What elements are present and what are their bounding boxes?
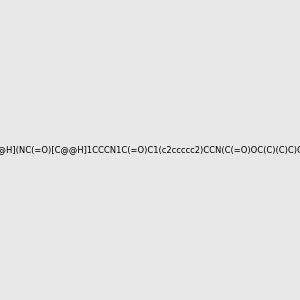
Text: CC(C)C[C@@H](NC(=O)[C@@H]1CCCN1C(=O)C1(c2ccccc2)CCN(C(=O)OC(C)(C)C)CC1)C(=O)O: CC(C)C[C@@H](NC(=O)[C@@H]1CCCN1C(=O)C1(c… [0,146,300,154]
